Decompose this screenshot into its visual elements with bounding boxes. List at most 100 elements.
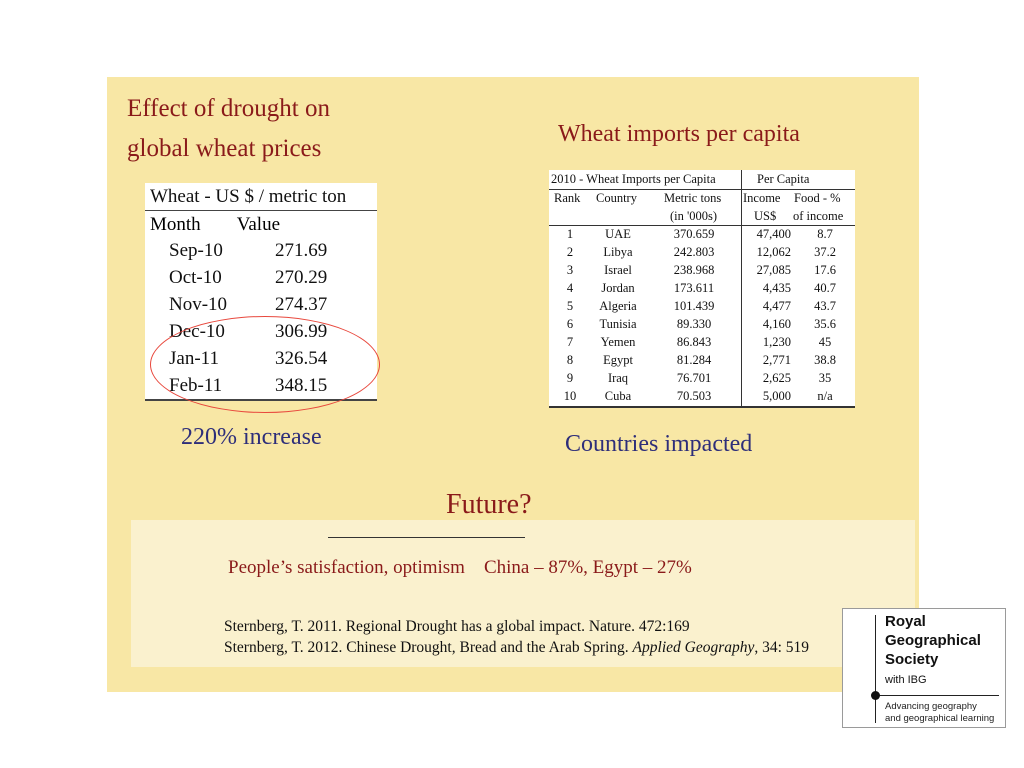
sub-rank: Rank [554,191,581,205]
imports-header-left: 2010 - Wheat Imports per Capita [551,172,716,186]
imports-row: 8 Egypt 81.284 2,771 38.8 [549,353,855,371]
satisfaction-text: People’s satisfaction, optimism China – … [228,557,692,578]
cell-country: UAE [605,227,631,241]
reference-1: Sternberg, T. 2011. Regional Drought has… [224,618,690,635]
logo-tag2: and geographical learning [885,713,995,724]
imports-table: 2010 - Wheat Imports per Capita Per Capi… [549,170,855,408]
cell-food: 43.7 [814,299,836,313]
imports-row: 6 Tunisia 89.330 4,160 35.6 [549,317,855,335]
imports-table-vdivider [741,170,742,406]
col-month: Month [150,214,201,235]
cell-income: 12,062 [756,245,791,259]
right-title: Wheat imports per capita [558,121,800,147]
cell-country: Israel [604,263,632,277]
cell-income: 47,400 [756,227,791,241]
sub-income-2: US$ [754,209,777,223]
imports-row: 7 Yemen 86.843 1,230 45 [549,335,855,353]
imports-row: 3 Israel 238.968 27,085 17.6 [549,263,855,281]
price-table-columns: Month Value [150,214,280,236]
price-value: 271.69 [275,240,328,261]
left-title-line2: global wheat prices [127,135,322,162]
sub-income-1: Income [743,191,781,205]
logo-tag1: Advancing geography [885,701,977,712]
future-panel [131,520,915,667]
cell-tons: 370.659 [673,227,715,241]
cell-country: Egypt [603,353,633,367]
imports-row: 5 Algeria 101.439 4,477 43.7 [549,299,855,317]
price-row: Sep-10 271.69 [145,240,377,267]
imports-row: 9 Iraq 76.701 2,625 35 [549,371,855,389]
imports-subheader-divider [549,225,855,226]
cell-tons: 89.330 [676,317,712,331]
cell-income: 27,085 [756,263,791,277]
cell-rank: 5 [566,299,574,313]
sub-tons-1: Metric tons [664,191,722,205]
imports-header-divider [549,189,855,190]
cell-food: 35 [818,371,832,385]
cell-food: 8.7 [817,227,833,241]
left-title-line1: Effect of drought on [127,95,330,122]
cell-income: 2,625 [762,371,791,385]
cell-rank: 7 [566,335,574,349]
cell-tons: 101.439 [673,299,715,313]
cell-food: 38.8 [814,353,836,367]
cell-income: 5,000 [762,389,791,403]
logo-with: with IBG [885,674,927,686]
cell-food: 37.2 [814,245,836,259]
imports-header-right: Per Capita [757,172,810,186]
imports-row: 1 UAE 370.659 47,400 8.7 [549,227,855,245]
imports-row: 4 Jordan 173.611 4,435 40.7 [549,281,855,299]
cell-food: n/a [817,389,833,403]
imports-caption: Countries impacted [565,431,753,457]
cell-rank: 1 [566,227,574,241]
reference-2-text: Sternberg, T. 2012. Chinese Drought, Bre… [224,639,633,656]
price-month: Oct-10 [169,267,222,288]
cell-country: Jordan [601,281,635,295]
price-month: Nov-10 [169,294,228,315]
imports-row: 10 Cuba 70.503 5,000 n/a [549,389,855,407]
cell-rank: 3 [566,263,574,277]
price-table-header: Wheat - US $ / metric ton [150,186,347,207]
cell-income: 1,230 [762,335,791,349]
cell-food: 45 [818,335,832,349]
cell-food: 17.6 [814,263,836,277]
sub-food-1: Food - % [794,191,841,205]
cell-rank: 6 [566,317,574,331]
cell-country: Yemen [600,335,636,349]
highlight-ellipse [150,316,380,413]
cell-income: 2,771 [762,353,791,367]
reference-2-journal: Applied Geography [632,639,755,656]
sub-food-2: of income [793,209,844,223]
price-row: Oct-10 270.29 [145,267,377,294]
left-title: Effect of drought on global wheat prices [127,89,330,169]
cell-rank: 8 [566,353,574,367]
cell-tons: 173.611 [673,281,715,295]
cell-income: 4,477 [762,299,791,313]
price-value: 270.29 [275,267,328,288]
sub-country: Country [596,191,637,205]
logo-dot-icon [871,691,880,700]
cell-country: Tunisia [599,317,637,331]
cell-rank: 10 [563,389,577,403]
logo-vertical-rule [875,615,876,723]
logo-line2: Geographical [885,632,981,649]
price-caption: 220% increase [181,424,322,450]
logo-name: Royal Geographical Society [885,612,981,669]
cell-income: 4,160 [762,317,791,331]
logo-line1: Royal [885,613,926,630]
cell-rank: 4 [566,281,574,295]
price-table-divider [145,210,377,211]
imports-row: 2 Libya 242.803 12,062 37.2 [549,245,855,263]
cell-country: Cuba [604,389,632,403]
cell-tons: 86.843 [676,335,712,349]
cell-tons: 238.968 [673,263,715,277]
cell-tons: 81.284 [676,353,712,367]
cell-income: 4,435 [762,281,791,295]
price-value: 274.37 [275,294,328,315]
future-title: Future? [446,489,532,520]
logo-tagline: Advancing geography and geographical lea… [885,701,994,725]
logo-horizontal-rule [875,695,999,696]
cell-tons: 70.503 [676,389,712,403]
col-value: Value [236,214,281,235]
price-row: Nov-10 274.37 [145,294,377,321]
